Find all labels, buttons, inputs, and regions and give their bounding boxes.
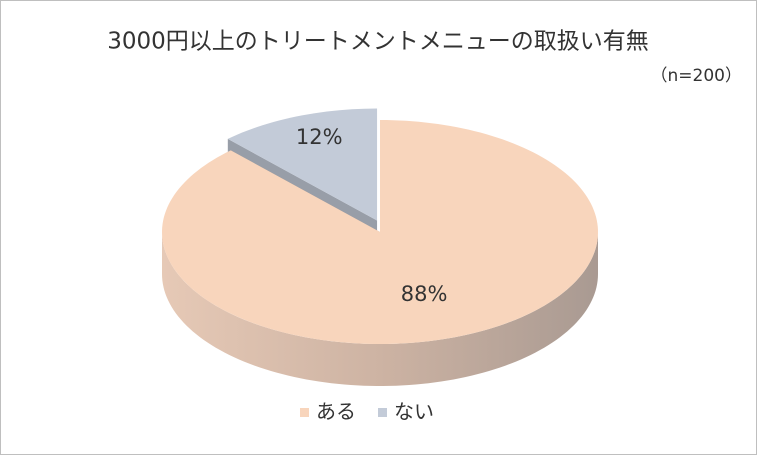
legend-label: ある — [316, 400, 356, 424]
pie-slice — [162, 120, 598, 344]
legend-swatch — [300, 408, 309, 417]
pie-slice-side — [162, 232, 598, 386]
data-label: 88% — [401, 282, 448, 306]
data-label: 12% — [296, 125, 343, 149]
legend-swatch — [378, 408, 387, 417]
chart-subtitle: （n=200） — [651, 66, 742, 86]
chart-title: 3000円以上のトリートメントメニューの取扱い有無 — [107, 29, 649, 55]
pie-slice — [227, 108, 378, 221]
legend-label: ない — [394, 400, 434, 424]
